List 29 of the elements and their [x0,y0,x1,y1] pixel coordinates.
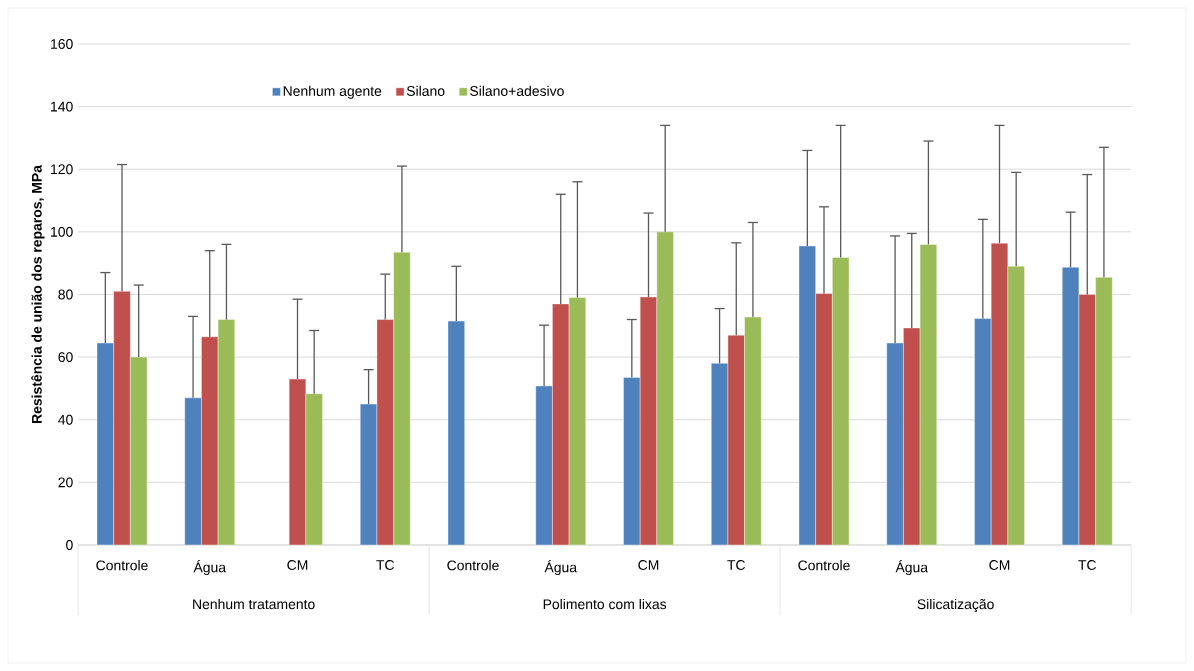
x-tick-label: Controle [798,560,850,571]
x-tick-label: Controle [447,560,499,571]
y-tick-label: 0 [66,540,73,550]
y-tick-label: 160 [51,39,73,49]
y-tick-label: 20 [58,477,73,488]
y-tick-label: 40 [58,414,73,425]
x-tick-label: Água [193,560,227,576]
text: Nenhum tratamento [193,598,315,610]
x-tick-label: CM [287,560,308,570]
x-tick-label: TC [376,560,395,570]
y-tick-label: 120 [51,164,73,175]
text: Polimento com lixas [543,598,667,610]
x-tick-label: Controle [96,560,148,571]
y-axis-title: Resistência de união dos reparos, MPa [31,164,45,423]
legend-label: Nenhum agente [283,85,382,99]
text: Silicatização [917,598,994,612]
y-tick-label: 60 [58,352,73,363]
legend-label: Silano [406,85,445,96]
x-tick-label: Água [895,560,929,576]
x-tick-label: CM [638,560,659,570]
y-tick-label: 80 [58,289,73,300]
x-tick-label: CM [989,560,1010,570]
x-tick-label: TC [1078,560,1097,570]
y-tick-label: 100 [51,226,73,237]
y-tick-label: 140 [51,101,73,112]
x-tick-label: Água [544,560,578,576]
legend-label: Silano+adesivo [470,85,564,96]
bar [447,320,465,546]
x-tick-label: TC [727,560,746,570]
